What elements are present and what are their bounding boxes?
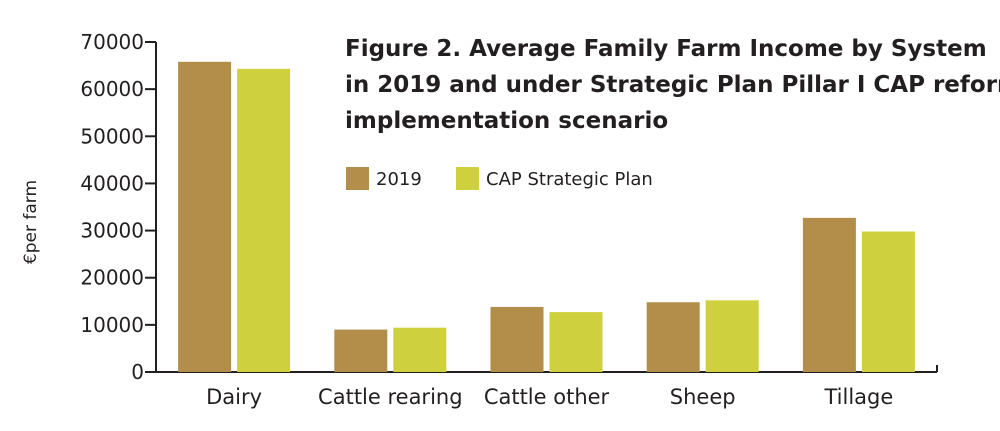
x-category-label: Sheep <box>670 385 736 409</box>
y-axis: 0 10000 20000 30000 40000 50000 60000 70000 <box>80 30 157 384</box>
chart-title-line: Figure 2. Average Family Farm Income by … <box>345 36 987 62</box>
legend-swatch <box>456 167 479 190</box>
legend-label: 2019 <box>376 169 422 190</box>
bar-cattle-other-series-1 <box>490 306 544 372</box>
bar-tillage-series-1 <box>802 217 856 372</box>
x-category-label: Cattle other <box>484 385 610 409</box>
bar-dairy-series-2 <box>237 68 291 372</box>
bar-cattle-rearing-series-1 <box>334 329 388 372</box>
bar-cattle-other-series-2 <box>549 312 603 372</box>
chart-title-line: in 2019 and under Strategic Plan Pillar … <box>345 72 1000 98</box>
bar-tillage-series-2 <box>861 231 915 372</box>
bar-sheep-series-2 <box>705 300 759 372</box>
chart-title-line: implementation scenario <box>345 108 668 134</box>
bar-cattle-rearing-series-2 <box>393 327 447 372</box>
y-tick-label: 10000 <box>80 313 144 337</box>
legend-swatch <box>346 167 369 190</box>
y-tick-label: 50000 <box>80 124 144 148</box>
y-tick-label: 30000 <box>80 219 144 243</box>
legend-label: CAP Strategic Plan <box>486 169 653 190</box>
x-category-label: Dairy <box>206 385 262 409</box>
x-category-label: Tillage <box>823 385 893 409</box>
y-tick-label: 70000 <box>80 30 144 54</box>
x-category-label: Cattle rearing <box>318 385 463 409</box>
bars <box>178 61 915 373</box>
y-tick-label: 40000 <box>80 171 144 195</box>
legend: 2019 CAP Strategic Plan <box>346 167 653 190</box>
bar-sheep-series-1 <box>646 302 700 372</box>
chart-title: Figure 2. Average Family Farm Income by … <box>345 36 1000 134</box>
y-tick-label: 60000 <box>80 77 144 101</box>
x-axis: Dairy Cattle rearing Cattle other Sheep Till… <box>156 365 938 409</box>
bar-dairy-series-1 <box>178 61 232 373</box>
y-tick-label: 20000 <box>80 266 144 290</box>
y-axis-label: €per farm <box>21 180 41 264</box>
y-tick-label: 0 <box>131 360 144 384</box>
